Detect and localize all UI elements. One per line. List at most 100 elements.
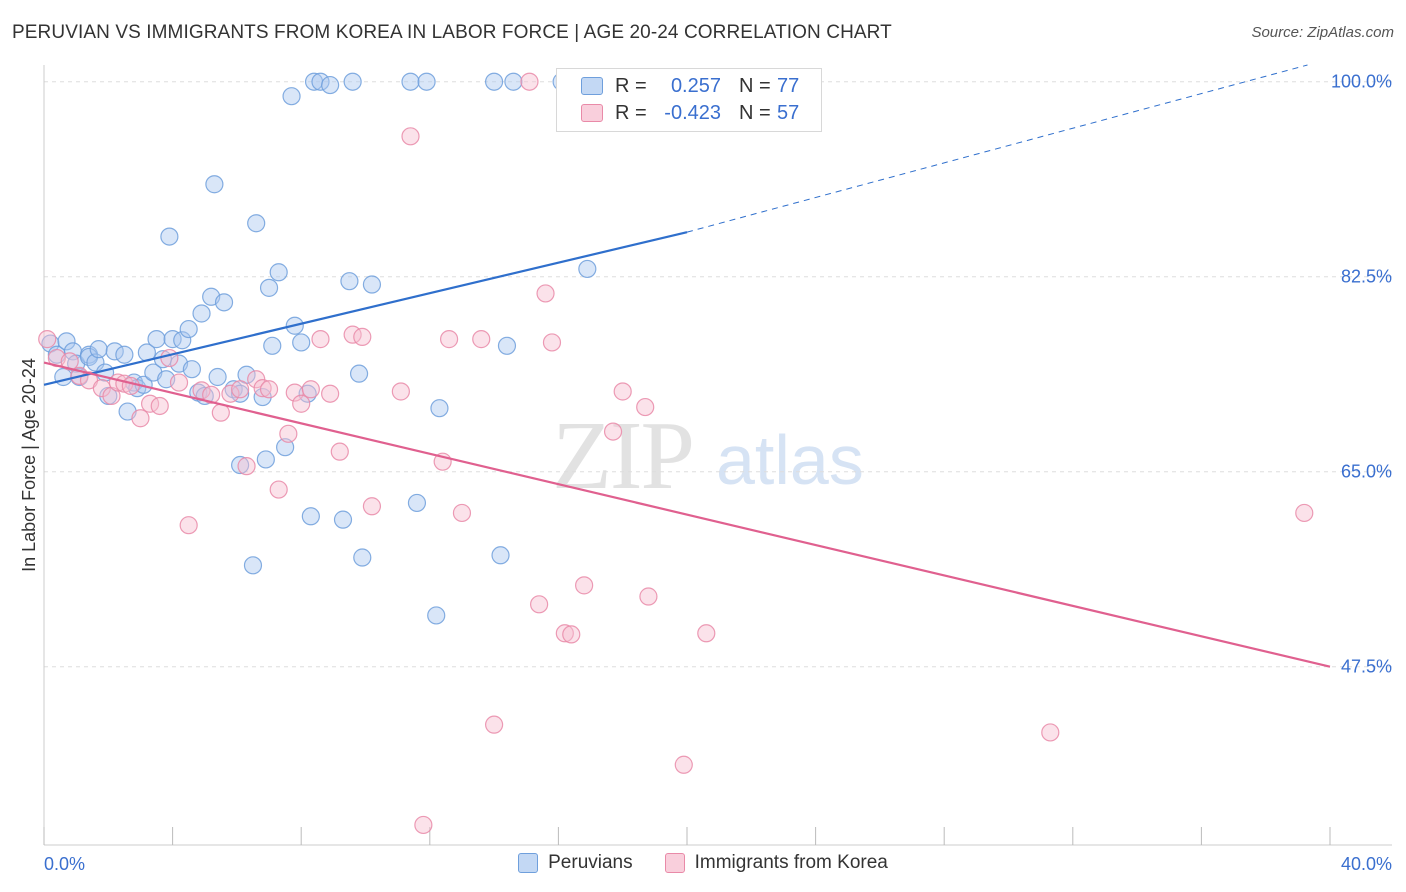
peruvian-point [292,333,311,352]
peruvian-point [259,278,279,297]
legend-row-peruvians: R = 0.257 N = 77 [581,73,799,99]
peruvian-point [427,606,446,625]
x-tick-label: 0.0% [44,854,85,874]
korea-point [247,370,266,389]
legend-swatch-blue [518,853,539,873]
watermark-zip: ZIP [552,402,695,510]
peruvian-point [205,175,224,194]
peruvian-point [247,214,266,233]
peruvian-point [173,331,192,350]
peruvian-point [160,227,179,246]
peruvian-point [147,330,166,349]
korea-point [542,333,562,352]
korea-point [301,380,320,399]
legend-r-label: R = [615,101,647,124]
y-tick-label: 82.5% [1341,267,1392,287]
peruvian-point [231,384,250,403]
korea-point [362,497,382,516]
y-tick-label: 100.0% [1331,72,1392,92]
legend-label-korea: Immigrants from Korea [694,852,888,873]
legend-n-label: N = [739,74,771,97]
peruvian-point [115,345,134,364]
peruvian-point [57,332,76,351]
peruvian-point [430,399,449,418]
y-tick-label: 65.0% [1341,462,1392,482]
korea-point [613,382,632,401]
legend-swatch-pink [581,104,603,122]
korea-point [472,330,491,349]
peruvian-point [179,319,198,339]
korea-point [414,815,433,835]
peruvian-trend-extension [686,64,1308,233]
peruvian-point [504,72,523,91]
korea-point [636,397,655,417]
legend-swatch-pink [664,853,685,873]
korea-point [221,384,240,403]
peruvian-point [208,367,227,387]
peruvian-trend-line [43,231,688,386]
korea-point [330,442,349,461]
peruvian-point [417,72,436,91]
korea-point [1041,723,1060,742]
korea-point [639,587,658,606]
korea-point [92,379,111,398]
korea-point [452,503,472,523]
peruvian-point [263,336,282,355]
korea-point [1295,503,1314,523]
korea-point [179,516,198,535]
watermark-atlas: atlas [716,421,864,499]
peruvian-point [333,510,353,529]
peruvian-point [340,272,359,291]
peruvian-point [89,340,108,359]
korea-point [292,394,311,413]
peruvian-point [231,455,250,475]
peruvian-point [401,72,420,91]
correlation-legend: R = 0.257 N = 77 R = -0.423 N = 57 [556,68,822,132]
peruvian-point [243,556,263,575]
peruvian-point [485,72,504,91]
legend-n-value: 57 [777,101,800,124]
peruvian-point [578,259,597,279]
peruvian-point [362,275,382,294]
korea-point [391,382,410,401]
korea-point [555,624,574,643]
legend-swatch-blue [581,77,603,95]
peruvian-point [256,450,275,469]
korea-point [321,384,340,403]
korea-point [401,127,420,146]
legend-n-label: N = [739,101,771,124]
peruvian-point [301,507,320,526]
korea-point [562,625,581,644]
peruvian-point [343,72,362,91]
korea-point [169,373,189,392]
peruvian-point [163,330,182,349]
korea-point [121,376,140,396]
legend-n-value: 77 [777,74,800,97]
korea-point [311,330,330,349]
peruvian-point [269,263,288,282]
peruvian-point [276,438,295,457]
korea-point [131,409,150,428]
korea-trend-line [43,361,1331,668]
legend-row-korea: R = -0.423 N = 57 [581,100,799,126]
korea-point [530,595,549,614]
peruvian-point [282,87,301,106]
korea-point [231,380,250,399]
peruvian-point [497,336,517,355]
peruvian-point [353,548,372,567]
korea-point [575,576,594,595]
legend-r-value: -0.423 [664,101,721,124]
korea-point [279,424,298,443]
y-axis-label: In Labor Force | Age 20-24 [19,358,39,572]
x-tick-label: 40.0% [1341,854,1392,874]
korea-point [536,284,555,303]
korea-point [674,755,693,774]
korea-point [253,379,272,398]
peruvian-point [311,72,330,91]
peruvian-point [54,367,73,387]
peruvian-point [214,293,234,312]
korea-point [485,715,504,734]
legend-label-peruvians: Peruvians [548,852,633,873]
korea-point [38,330,57,349]
